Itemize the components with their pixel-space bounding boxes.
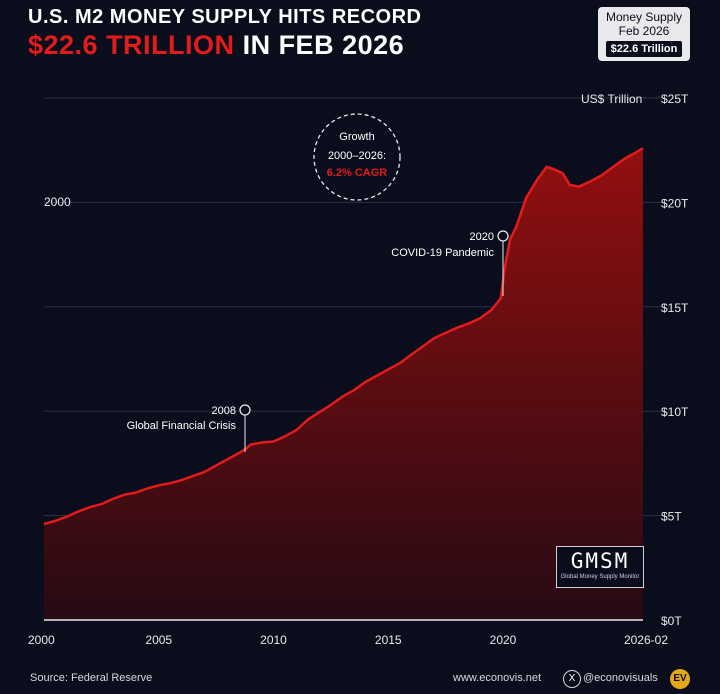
gfc-marker bbox=[239, 404, 251, 416]
side-year-label: 2000 bbox=[44, 195, 71, 209]
badge-value: $22.6 Trillion bbox=[605, 41, 683, 57]
subtitle-suffix: IN FEB 2026 bbox=[242, 30, 405, 60]
gfc-year: 2008 bbox=[212, 405, 236, 417]
covid-marker bbox=[497, 230, 509, 242]
subtitle-value: $22.6 TRILLION bbox=[28, 30, 235, 60]
ev-logo-icon: EV bbox=[670, 669, 690, 689]
x-tick-label-5: 2026-02 bbox=[624, 633, 668, 647]
y-tick-label-5: $25T bbox=[661, 92, 689, 106]
x-tick-label-2: 2010 bbox=[260, 633, 287, 647]
money-supply-badge: Money Supply Feb 2026 $22.6 Trillion bbox=[598, 7, 690, 61]
covid-annotation: 2020 COVID-19 Pandemic bbox=[391, 230, 509, 296]
chart-title: U.S. M2 MONEY SUPPLY HITS RECORD bbox=[28, 6, 422, 28]
source-note: Source: Federal Reserve bbox=[30, 672, 153, 684]
growth-line2: 2000–2026: bbox=[328, 150, 386, 162]
gmsm-logo-text: GMSM bbox=[570, 549, 630, 573]
y-tick-label-1: $5T bbox=[661, 510, 682, 524]
growth-line1: Growth bbox=[339, 131, 374, 143]
y-tick-label-0: $0T bbox=[661, 614, 682, 628]
y-tick-labels: $0T $5T $10T $15T $20T $25T bbox=[661, 92, 689, 628]
x-tick-label-3: 2015 bbox=[375, 633, 402, 647]
covid-label: COVID-19 Pandemic bbox=[391, 247, 494, 259]
x-tick-label-0: 2000 bbox=[28, 633, 55, 647]
badge-line2: Feb 2026 bbox=[618, 24, 670, 38]
m2-area bbox=[44, 148, 643, 620]
x-tick-labels: 2000 2005 2010 2015 2020 2026-02 bbox=[28, 633, 668, 647]
gmsm-logo-caption: Global Money Supply Monitor bbox=[560, 574, 640, 580]
gfc-label: Global Financial Crisis bbox=[127, 420, 237, 432]
growth-callout: Growth 2000–2026: 6.2% CAGR bbox=[313, 113, 401, 201]
y-tick-label-3: $15T bbox=[661, 301, 689, 315]
x-logo-icon: X bbox=[563, 670, 581, 688]
y-tick-label-4: $20T bbox=[661, 196, 689, 210]
x-tick-label-1: 2005 bbox=[145, 633, 172, 647]
website-link[interactable]: www.econovis.net bbox=[453, 672, 542, 684]
social-handle[interactable]: @econovisuals bbox=[583, 672, 658, 684]
growth-line3: 6.2% CAGR bbox=[327, 167, 388, 179]
y-tick-label-2: $10T bbox=[661, 405, 689, 419]
gfc-annotation: 2008 Global Financial Crisis bbox=[127, 404, 251, 452]
covid-year: 2020 bbox=[470, 231, 494, 243]
chart-subtitle: $22.6 TRILLION IN FEB 2026 bbox=[28, 30, 404, 61]
m2-line bbox=[43, 147, 644, 526]
badge-line1: Money Supply bbox=[605, 10, 683, 24]
gmsm-logo: GMSM Global Money Supply Monitor bbox=[556, 546, 644, 588]
x-tick-label-4: 2020 bbox=[490, 633, 517, 647]
y-axis-label: US$ Trillion bbox=[581, 92, 642, 106]
